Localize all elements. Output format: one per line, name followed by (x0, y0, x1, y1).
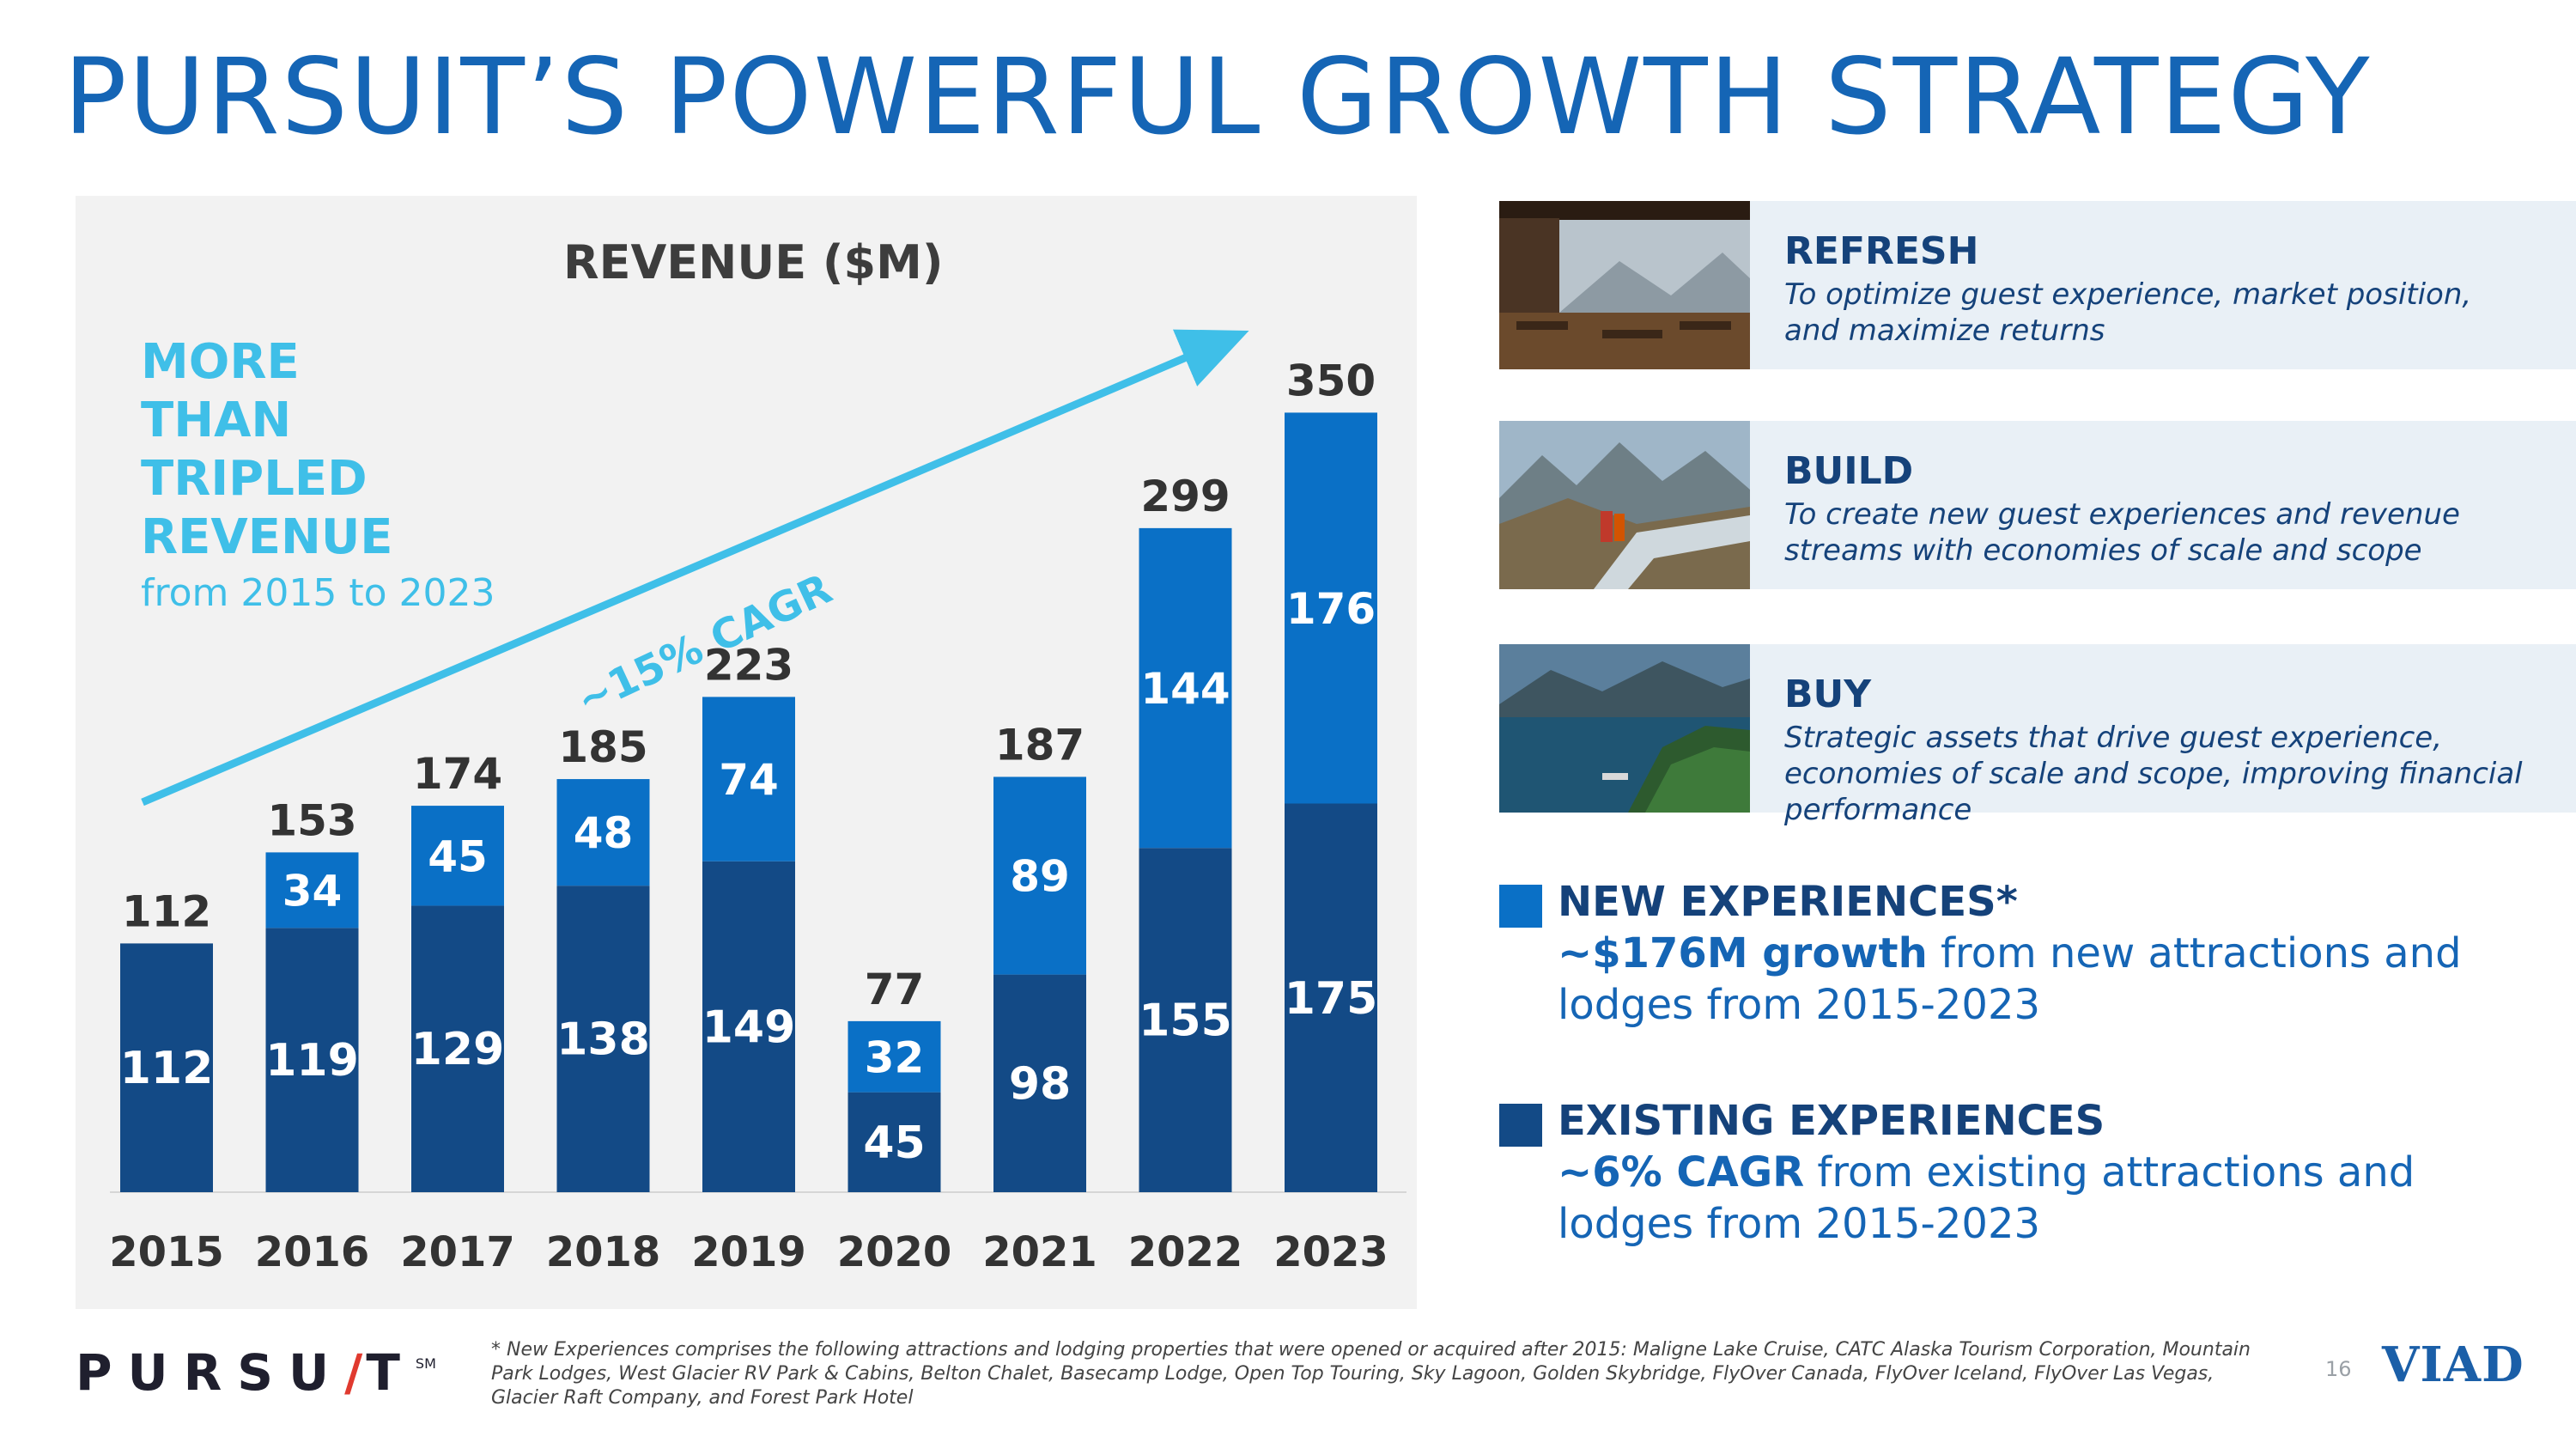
data-label-new-2018: 48 (574, 808, 634, 858)
data-label-new-2019: 74 (719, 755, 779, 805)
page-title: PURSUIT’S POWERFUL GROWTH STRATEGY (64, 36, 2372, 158)
legend-existing-experiences: EXISTING EXPERIENCES ~6% CAGR from exist… (1499, 1095, 2555, 1250)
callout-line-1: MORE (141, 334, 300, 390)
bar-existing-2016 (265, 928, 359, 1192)
legend-existing-text: ~6% CAGR from existing attractions and l… (1558, 1147, 2555, 1250)
data-label-new-2020: 32 (865, 1032, 925, 1082)
page-number: 16 (2325, 1357, 2352, 1381)
strategy-refresh-text: REFRESH To optimize guest experience, ma… (1750, 201, 2576, 369)
data-label-total-2019: 223 (704, 640, 793, 690)
strategy-desc: To create new guest experiences and reve… (1784, 497, 2460, 568)
strategy-head: REFRESH (1784, 229, 1979, 273)
data-label-new-2022: 144 (1140, 664, 1230, 714)
legend-existing-bold: ~6% CAGR (1558, 1148, 1805, 1196)
legend-new-bold: ~$176M growth (1558, 929, 1928, 977)
bar-existing-2020 (848, 1092, 941, 1192)
strategy-desc: To optimize guest experience, market pos… (1784, 277, 2472, 348)
brand-text-a: PURSU (76, 1343, 345, 1402)
data-label-total-2016: 153 (267, 795, 356, 845)
bar-new-2019 (702, 697, 795, 861)
bar-new-2022 (1139, 527, 1232, 849)
legend-swatch-existing (1499, 1104, 1542, 1147)
bar-new-2018 (556, 779, 650, 886)
bar-existing-2022 (1139, 848, 1232, 1192)
legend-new-rest: from new attractions and lodges from 201… (1558, 929, 2462, 1029)
bar-existing-2017 (411, 905, 504, 1192)
legend-new-experiences: NEW EXPERIENCES* ~$176M growth from new … (1499, 876, 2555, 1031)
data-label-total-2015: 112 (122, 886, 211, 936)
bar-existing-2015 (120, 943, 213, 1192)
callout-line-3: TRIPLED (141, 451, 368, 507)
data-label-total-2023: 350 (1286, 356, 1376, 405)
data-label-existing-2017: 129 (411, 1024, 505, 1075)
strategy-build: BUILD To create new guest experiences an… (1499, 421, 2576, 589)
data-label-total-2020: 77 (865, 965, 925, 1014)
x-tick-label-2015: 2015 (109, 1228, 224, 1276)
legend-existing-head: EXISTING EXPERIENCES (1558, 1097, 2105, 1145)
data-label-existing-2015: 112 (120, 1043, 214, 1094)
data-label-total-2022: 299 (1140, 472, 1230, 521)
restaurant-photo (1499, 201, 1750, 369)
strategy-buy: BUY Strategic assets that drive guest ex… (1499, 644, 2576, 827)
growth-callout: MORE THAN TRIPLED REVENUE from 2015 to 2… (141, 333, 501, 617)
data-label-total-2017: 174 (413, 749, 502, 799)
strategy-head: BUY (1784, 673, 1872, 716)
bar-existing-2023 (1285, 803, 1377, 1192)
data-label-new-2017: 45 (428, 831, 488, 881)
brand-slash: / (344, 1343, 367, 1402)
legend-existing-rest: from existing attractions and lodges fro… (1558, 1148, 2415, 1248)
revenue-chart: 112 112 2015 119 34 153 2016 129 45 174 2017 138 48 1… (109, 329, 1406, 1276)
x-tick-label-2016: 2016 (255, 1228, 370, 1276)
data-label-existing-2020: 45 (863, 1117, 925, 1169)
cagr-arrow (141, 329, 1249, 807)
skywalk-photo (1499, 421, 1750, 589)
bar-existing-2021 (993, 974, 1086, 1192)
data-label-existing-2019: 149 (702, 1002, 796, 1053)
data-label-total-2018: 185 (558, 722, 647, 772)
footnote: * New Experiences comprises the followin… (491, 1339, 2251, 1409)
x-tick-label-2018: 2018 (546, 1228, 661, 1276)
data-label-existing-2016: 119 (265, 1035, 359, 1087)
revenue-chart-panel: 112 112 2015 119 34 153 2016 129 45 174 2017 138 48 1… (76, 196, 1417, 1309)
chart-title: REVENUE ($M) (563, 235, 944, 289)
lake-photo (1499, 644, 1750, 813)
bar-existing-2018 (556, 886, 650, 1192)
data-label-new-2021: 89 (1010, 852, 1070, 902)
pursuit-logo: PURSU/TSM (76, 1343, 436, 1402)
brand-sm-mark: SM (415, 1355, 436, 1372)
data-label-total-2021: 187 (995, 720, 1084, 770)
bar-new-2021 (993, 776, 1086, 975)
data-label-existing-2023: 175 (1285, 973, 1378, 1025)
callout-line-4: REVENUE (141, 509, 393, 565)
x-tick-label-2023: 2023 (1273, 1228, 1388, 1276)
callout-subtext: from 2015 to 2023 (141, 571, 495, 615)
data-label-existing-2018: 138 (556, 1014, 650, 1066)
strategy-refresh: REFRESH To optimize guest experience, ma… (1499, 201, 2576, 369)
bar-new-2016 (265, 852, 359, 928)
data-label-existing-2021: 98 (1009, 1058, 1071, 1110)
strategy-buy-text: BUY Strategic assets that drive guest ex… (1750, 644, 2576, 827)
strategy-build-text: BUILD To create new guest experiences an… (1750, 421, 2576, 589)
bar-new-2020 (848, 1020, 941, 1093)
viad-logo: VIAD (2382, 1336, 2524, 1393)
x-tick-label-2022: 2022 (1128, 1228, 1243, 1276)
legend-new-head: NEW EXPERIENCES* (1558, 878, 2018, 926)
x-tick-label-2019: 2019 (691, 1228, 806, 1276)
strategy-head: BUILD (1784, 449, 1914, 493)
legend-swatch-new (1499, 885, 1542, 928)
bar-new-2023 (1285, 412, 1377, 804)
data-label-existing-2022: 155 (1139, 995, 1232, 1047)
bar-new-2017 (411, 806, 504, 906)
legend-new-text: ~$176M growth from new attractions and l… (1558, 928, 2555, 1031)
callout-line-2: THAN (141, 393, 292, 448)
brand-text-b: T (366, 1343, 416, 1402)
bar-existing-2019 (702, 861, 795, 1192)
x-tick-label-2021: 2021 (982, 1228, 1097, 1276)
strategy-desc: Strategic assets that drive guest experi… (1784, 721, 2523, 827)
data-label-new-2023: 176 (1286, 584, 1376, 634)
x-tick-label-2017: 2017 (400, 1228, 515, 1276)
data-label-new-2016: 34 (283, 866, 343, 916)
x-tick-label-2020: 2020 (837, 1228, 952, 1276)
